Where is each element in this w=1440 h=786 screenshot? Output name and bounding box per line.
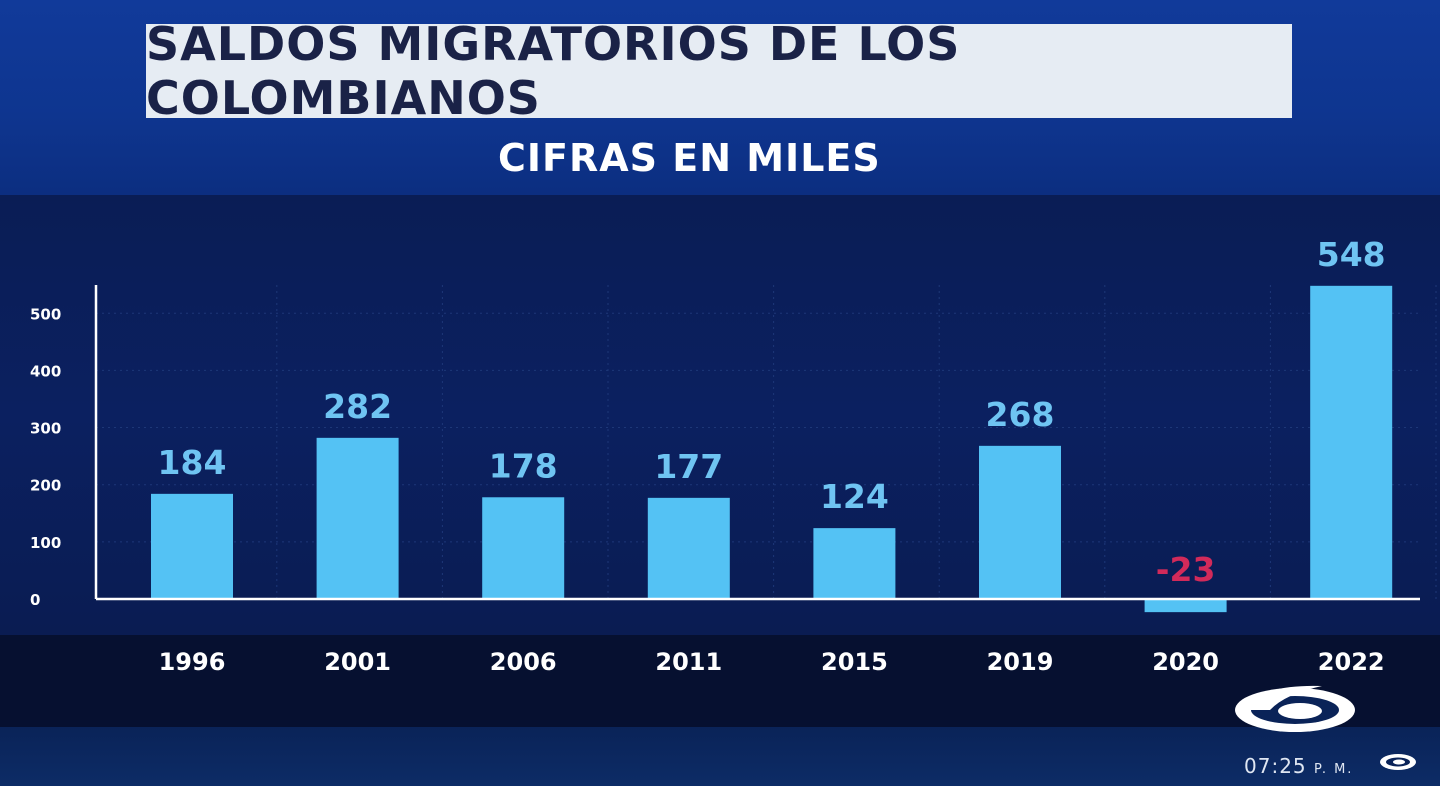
bar-value-label: 268 [986, 395, 1055, 434]
bar-value-label: 548 [1317, 235, 1386, 274]
bar [151, 493, 233, 599]
year-label-band [0, 635, 1440, 727]
bar-value-label: 124 [820, 477, 889, 516]
bar-value-label: 184 [158, 443, 227, 482]
y-tick-label: 500 [30, 305, 61, 323]
bar [647, 497, 730, 599]
title-box: SALDOS MIGRATORIOS DE LOS COLOMBIANOS [146, 17, 1292, 125]
bar [316, 437, 399, 599]
bar [813, 528, 896, 599]
y-tick-label: 300 [30, 420, 61, 438]
bar-value-label: 177 [654, 447, 723, 486]
y-tick-label: 400 [30, 362, 61, 380]
x-tick-label: 2015 [821, 648, 888, 676]
x-tick-label: 2011 [655, 648, 722, 676]
bar [1310, 285, 1393, 599]
x-tick-label: 1996 [159, 648, 226, 676]
bar-value-label: -23 [1156, 550, 1216, 589]
caracol-small-logo-icon [1380, 754, 1416, 770]
bottom-band [0, 727, 1440, 786]
bar-value-label: 178 [489, 446, 558, 485]
y-tick-label: 100 [30, 534, 61, 552]
x-tick-label: 2020 [1152, 648, 1219, 676]
y-tick-label: 200 [30, 477, 61, 495]
chart-subtitle: CIFRAS EN MILES [498, 136, 881, 180]
x-tick-label: 2001 [324, 648, 391, 676]
y-tick-label: 0 [30, 591, 40, 609]
clock-ampm: P. M. [1314, 762, 1354, 777]
chart-title: SALDOS MIGRATORIOS DE LOS COLOMBIANOS [146, 17, 961, 125]
x-tick-label: 2006 [490, 648, 557, 676]
x-tick-label: 2019 [987, 648, 1054, 676]
broadcast-clock: 07:25 P. M. [1244, 754, 1353, 778]
bar [482, 497, 565, 599]
x-tick-label: 2022 [1318, 648, 1385, 676]
clock-time: 07:25 [1244, 754, 1307, 778]
caracol-tv-logo-icon [1235, 685, 1355, 732]
bar [979, 445, 1061, 599]
bar [1144, 599, 1227, 613]
bar-value-label: 282 [323, 387, 392, 426]
